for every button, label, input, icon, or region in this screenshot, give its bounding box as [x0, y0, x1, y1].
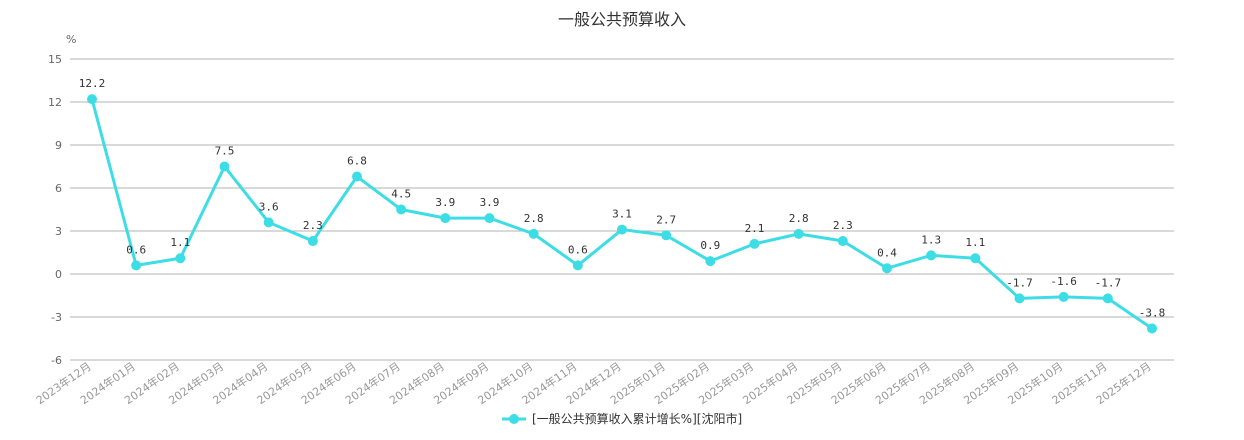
- y-tick-label: 9: [55, 139, 62, 152]
- series-layer: [87, 94, 1157, 334]
- data-label: -1.6: [1050, 275, 1077, 288]
- y-tick-label: -3: [51, 311, 62, 324]
- data-point[interactable]: [926, 250, 937, 261]
- y-tick-label: 15: [48, 53, 62, 66]
- y-axis-ticks: 15 12 9 6 3 0 -3 -6: [48, 53, 62, 367]
- data-point[interactable]: [263, 217, 274, 228]
- data-point[interactable]: [793, 228, 804, 239]
- data-label: 7.5: [215, 145, 235, 158]
- y-tick-label: 3: [55, 225, 62, 238]
- data-point[interactable]: [837, 236, 848, 247]
- data-label: 1.3: [921, 233, 941, 246]
- data-label: 3.1: [612, 208, 632, 221]
- data-point[interactable]: [131, 260, 142, 271]
- data-label: 2.8: [789, 212, 809, 225]
- data-point[interactable]: [528, 228, 539, 239]
- data-point[interactable]: [572, 260, 583, 271]
- data-label: -1.7: [1006, 276, 1033, 289]
- data-point[interactable]: [352, 171, 362, 182]
- data-label: 2.7: [656, 213, 676, 226]
- data-label: 6.8: [347, 155, 367, 168]
- data-point[interactable]: [882, 263, 892, 274]
- data-point[interactable]: [970, 253, 981, 264]
- data-point[interactable]: [1058, 291, 1069, 302]
- data-labels: 12.2 0.6 1.1 7.5 3.6 2.3 6.8 4.5 3.9 3.9 2.8 0.6 3.1…: [79, 77, 1166, 319]
- data-point[interactable]: [749, 238, 760, 249]
- data-point[interactable]: [1102, 293, 1113, 304]
- data-label: 4.5: [391, 188, 411, 201]
- y-axis-unit-label: %: [66, 33, 76, 46]
- data-label: 2.3: [303, 219, 323, 232]
- data-label: 2.3: [833, 219, 853, 232]
- data-label: 3.6: [259, 200, 279, 213]
- y-tick-label: 6: [55, 182, 62, 195]
- data-label: 2.8: [524, 212, 544, 225]
- data-label: 3.9: [480, 196, 500, 209]
- data-point[interactable]: [440, 213, 451, 224]
- data-point[interactable]: [1014, 293, 1025, 304]
- data-label: 2.1: [745, 222, 765, 235]
- data-label: 0.4: [877, 246, 897, 259]
- x-axis-ticks: 2023年12月2024年01月2024年02月2024年03月2024年04月…: [33, 359, 1153, 407]
- legend[interactable]: [一般公共预算收入累计增长%][沈阳市]: [502, 411, 742, 426]
- data-label: -1.7: [1095, 276, 1122, 289]
- y-tick-label: 12: [48, 96, 62, 109]
- data-point[interactable]: [661, 230, 672, 241]
- data-point[interactable]: [396, 204, 407, 215]
- data-point[interactable]: [617, 224, 627, 235]
- data-label: 0.6: [568, 243, 588, 256]
- data-point[interactable]: [219, 161, 230, 172]
- data-label: 3.9: [435, 196, 455, 209]
- legend-label: [一般公共预算收入累计增长%][沈阳市]: [532, 411, 742, 426]
- y-tick-label: 0: [55, 268, 62, 281]
- data-label: 12.2: [79, 77, 106, 90]
- data-label: -3.8: [1139, 306, 1166, 319]
- data-label: 0.6: [126, 243, 146, 256]
- data-label: 0.9: [700, 239, 720, 252]
- data-point[interactable]: [484, 213, 495, 224]
- chart-title: 一般公共预算收入: [558, 10, 686, 29]
- data-point[interactable]: [175, 253, 186, 264]
- data-label: 1.1: [170, 236, 190, 249]
- data-point[interactable]: [1147, 323, 1157, 334]
- data-point[interactable]: [705, 256, 716, 267]
- data-point[interactable]: [87, 94, 97, 105]
- y-tick-label: -6: [51, 354, 62, 367]
- legend-marker: [509, 414, 519, 424]
- data-label: 1.1: [965, 236, 985, 249]
- data-point[interactable]: [307, 236, 318, 247]
